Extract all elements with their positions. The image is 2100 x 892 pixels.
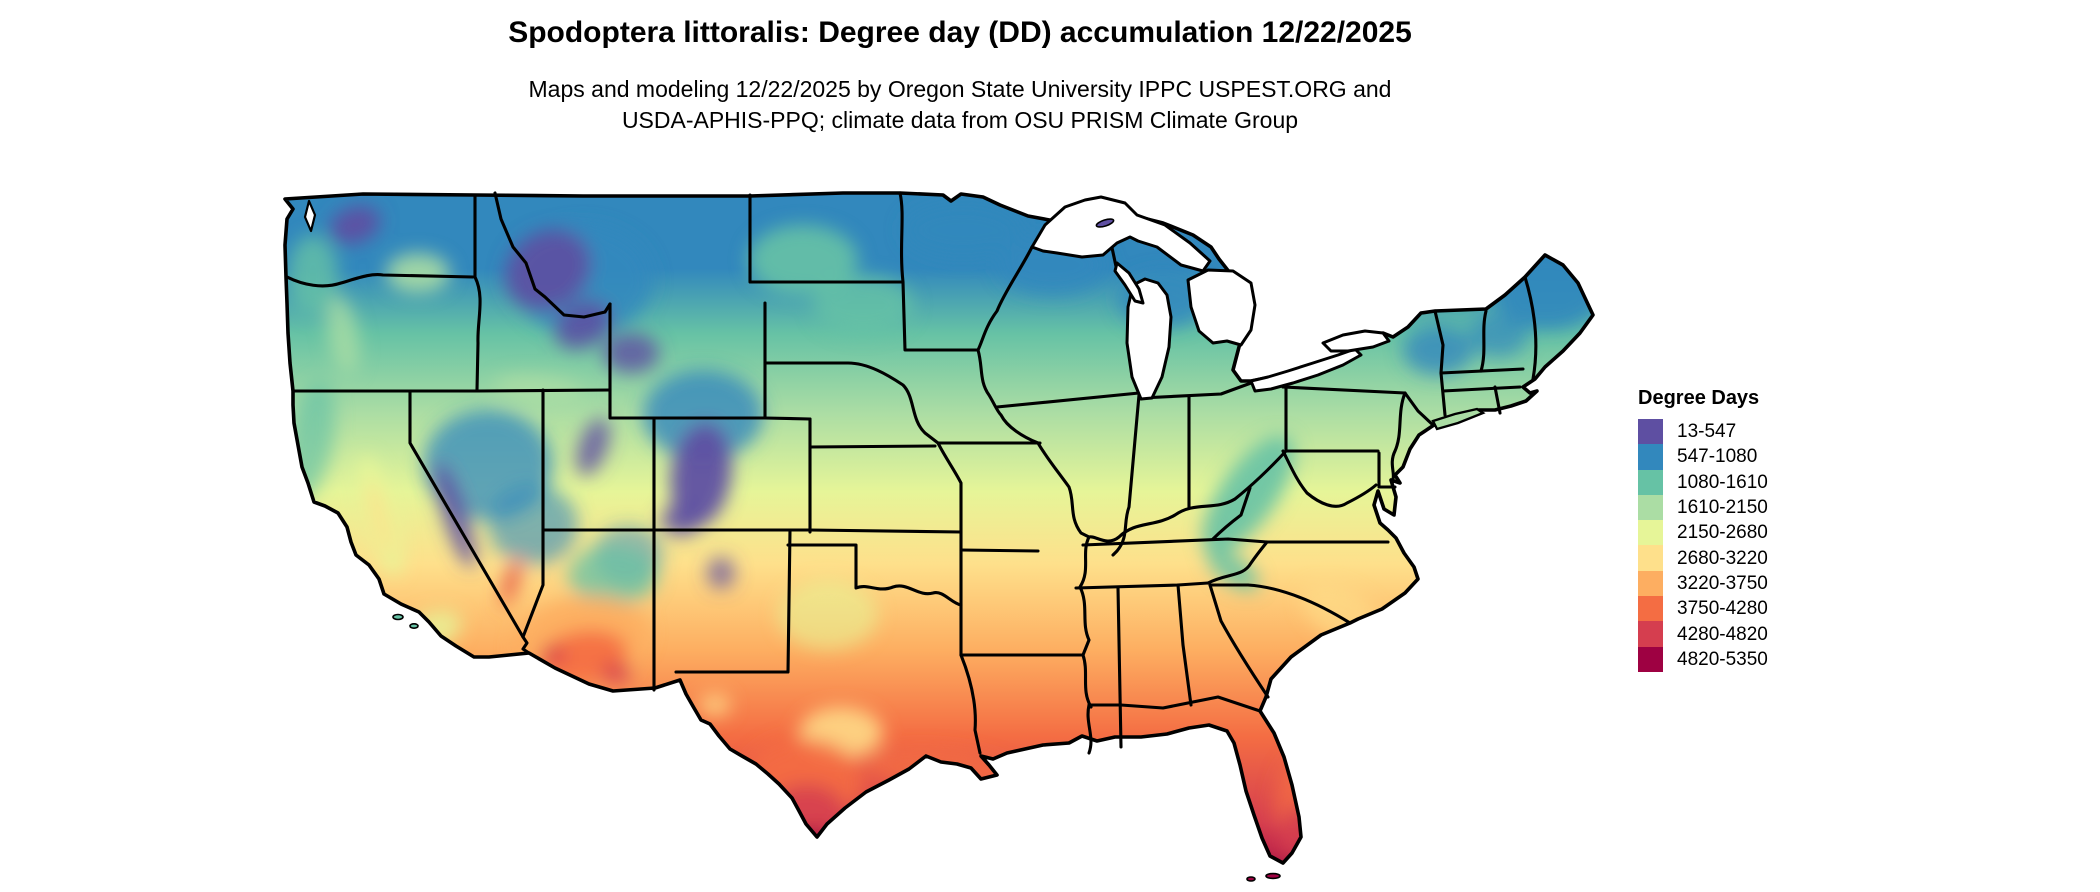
legend-label: 2150-2680: [1677, 522, 1768, 544]
legend-row: 4820-5350: [1638, 646, 1768, 672]
page-subtitle: Maps and modeling 12/22/2025 by Oregon S…: [260, 74, 1660, 136]
page-title: Spodoptera littoralis: Degree day (DD) a…: [508, 16, 1412, 49]
legend-row: 3750-4280: [1638, 596, 1768, 622]
legend-label: 3220-3750: [1677, 572, 1768, 594]
legend-label: 4280-4820: [1677, 623, 1768, 645]
legend-swatch: [1638, 545, 1663, 571]
legend-row: 3220-3750: [1638, 570, 1768, 597]
legend-swatch: [1638, 444, 1663, 470]
legend-label: 1610-2150: [1677, 497, 1768, 519]
legend-swatch: [1638, 596, 1663, 622]
subtitle-line-1: Maps and modeling 12/22/2025 by Oregon S…: [528, 76, 1392, 102]
title-block: Spodoptera littoralis: Degree day (DD) a…: [260, 16, 1660, 136]
legend-label: 4820-5350: [1677, 648, 1768, 670]
legend-swatch: [1638, 520, 1663, 546]
state-borders: [285, 191, 1538, 755]
great-lakes: [303, 195, 1391, 401]
legend-swatch: [1638, 570, 1663, 597]
legend-title: Degree Days: [1638, 387, 1760, 409]
lake-michigan: [1125, 277, 1173, 401]
legend-swatch: [1638, 621, 1663, 647]
map-container: [283, 185, 1603, 885]
legend-label: 1080-1610: [1677, 471, 1768, 493]
legend-swatch: [1638, 419, 1663, 445]
florida-keys: [1265, 872, 1281, 880]
legend-swatch: [1638, 469, 1663, 495]
lake-ontario: [1321, 329, 1391, 353]
legend: Degree Days 13-547 547-1080 1080-1610 1610-…: [1638, 387, 1768, 672]
puget-sound: [303, 199, 317, 233]
us-degree-day-map: [283, 191, 1595, 882]
legend-row: 1080-1610: [1638, 469, 1768, 495]
legend-row: 4280-4820: [1638, 621, 1768, 647]
legend-label: 3750-4280: [1677, 598, 1768, 620]
channel-island: [409, 622, 419, 629]
lake-huron: [1186, 268, 1257, 347]
subtitle-line-2: USDA-APHIS-PPQ; climate data from OSU PR…: [621, 107, 1299, 133]
legend-label: 2680-3220: [1677, 547, 1768, 569]
long-island: [1431, 407, 1486, 431]
legend-row: 547-1080: [1638, 444, 1768, 470]
legend-rows: 13-547 547-1080 1080-1610 1610-2150 2150-268…: [1638, 419, 1768, 672]
islands: [392, 218, 1486, 882]
legend-row: 1610-2150: [1638, 494, 1768, 521]
channel-island: [392, 613, 404, 621]
lake-erie: [1249, 347, 1363, 393]
green-bay: [1113, 261, 1145, 305]
legend-row: 2150-2680: [1638, 520, 1768, 546]
legend-row: 2680-3220: [1638, 545, 1768, 571]
legend-row: 13-547: [1638, 419, 1768, 445]
isle-royale: [1095, 218, 1115, 228]
legend-swatch: [1638, 646, 1663, 672]
degree-day-raster: [285, 193, 1593, 863]
florida-keys: [1246, 876, 1256, 882]
legend-label: 13-547: [1677, 421, 1737, 443]
legend-swatch: [1638, 494, 1663, 521]
legend-label: 547-1080: [1677, 446, 1758, 468]
